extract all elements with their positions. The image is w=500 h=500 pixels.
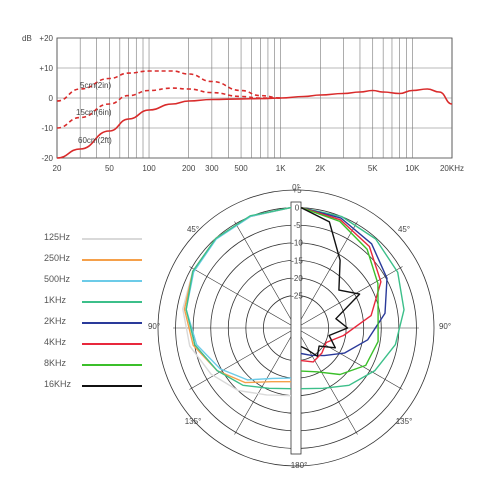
y-tick-label: 0 xyxy=(49,94,54,103)
polar-series-group xyxy=(182,206,405,397)
y-tick-label: +20 xyxy=(39,34,53,43)
y-tick-label: -10 xyxy=(41,124,53,133)
response-curve-5cm-2in- xyxy=(56,70,281,102)
frequency-series-group xyxy=(56,70,453,159)
legend-label: 125Hz xyxy=(44,232,71,242)
ring-label: -15 xyxy=(291,256,303,265)
ring-label: -20 xyxy=(291,274,303,283)
polar-curve-1khz-left xyxy=(185,206,292,390)
polar-curve-1khz-right xyxy=(300,206,405,390)
polar-pattern-chart: +5 0 -5 -10 -15 -20 -25 0° 45° 90° 135° 180° 135° 90°… xyxy=(148,183,451,470)
polar-spoke xyxy=(234,221,297,329)
x-tick-label: 100 xyxy=(142,164,156,173)
angle-label: 0° xyxy=(292,183,300,192)
x-tick-label: 1K xyxy=(276,164,286,173)
angle-label: 90° xyxy=(148,322,160,331)
polar-curve-8khz-right xyxy=(300,206,379,376)
polar-curve-250hz-left xyxy=(183,206,292,384)
polar-spoke xyxy=(295,327,358,435)
y-tick-label: -20 xyxy=(41,154,53,163)
legend-swatch xyxy=(82,343,142,345)
polar-labels: +5 0 -5 -10 -15 -20 -25 0° 45° 90° 135° 180° 135° 90°… xyxy=(148,183,451,470)
polar-spoke xyxy=(189,327,297,390)
polar-spoke xyxy=(189,266,297,329)
y-axis-unit-label: dB xyxy=(22,34,32,43)
center-scale-strip xyxy=(290,201,302,455)
angle-label: 180° xyxy=(291,461,308,470)
ring-label: -5 xyxy=(293,221,301,230)
polar-curve-500hz-left xyxy=(185,206,292,381)
angle-label: 45° xyxy=(398,225,410,234)
x-tick-label: 500 xyxy=(234,164,248,173)
polar-spoke xyxy=(295,327,403,390)
polar-curve-2khz-right xyxy=(300,206,388,357)
x-tick-label: 20 xyxy=(53,164,62,173)
ring-label: -25 xyxy=(291,291,303,300)
ring-label: +5 xyxy=(292,186,302,195)
legend-swatch xyxy=(82,385,142,387)
x-tick-label: 2K xyxy=(315,164,325,173)
polar-spoke xyxy=(295,221,358,329)
angle-label: 135° xyxy=(396,417,413,426)
legend-label: 2KHz xyxy=(44,316,67,326)
polar-curve-16khz-right xyxy=(300,206,361,357)
legend-swatch xyxy=(82,238,142,240)
response-curve-60cm-2ft- xyxy=(56,88,453,159)
angle-label: 135° xyxy=(185,417,202,426)
legend-swatch xyxy=(82,322,142,324)
legend-swatch xyxy=(82,301,142,303)
x-tick-label: 200 xyxy=(182,164,196,173)
polar-curve-125hz-left xyxy=(182,206,292,397)
curve-label: 15cm(6in) xyxy=(76,108,112,117)
polar-ring xyxy=(157,189,435,467)
ring-label: 0 xyxy=(295,204,300,213)
x-tick-label: 300 xyxy=(205,164,219,173)
x-tick-label: 5K xyxy=(368,164,378,173)
angle-label: 90° xyxy=(439,322,451,331)
legend-label: 16KHz xyxy=(44,379,72,389)
polar-spoke xyxy=(295,266,403,329)
legend-label: 250Hz xyxy=(44,253,71,263)
curve-label: 5cm(2in) xyxy=(80,81,111,90)
legend-swatch xyxy=(82,280,142,282)
legend-label: 500Hz xyxy=(44,274,71,284)
curve-label: 60cm(2ft) xyxy=(78,136,112,145)
legend-swatch xyxy=(82,259,142,261)
polar-curve-4khz-right xyxy=(300,206,382,363)
x-tick-label: 20KHz xyxy=(440,164,464,173)
legend-swatch xyxy=(82,364,142,366)
legend-label: 1KHz xyxy=(44,295,67,305)
legend-label: 8KHz xyxy=(44,358,67,368)
x-tick-label: 50 xyxy=(105,164,114,173)
angle-label: 45° xyxy=(187,225,199,234)
x-tick-label: 10K xyxy=(405,164,420,173)
ring-label: -10 xyxy=(291,239,303,248)
y-tick-label: +10 xyxy=(39,64,53,73)
legend-label: 4KHz xyxy=(44,337,67,347)
